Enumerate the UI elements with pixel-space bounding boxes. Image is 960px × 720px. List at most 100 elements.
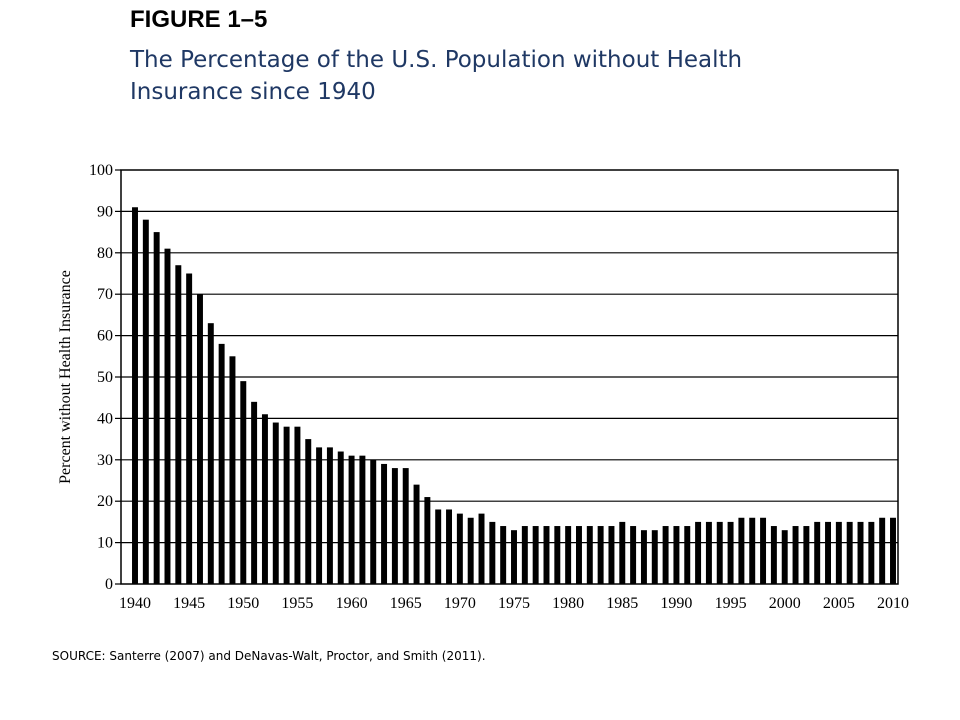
bar-1987: [640, 530, 647, 584]
bar-2005: [835, 521, 842, 584]
x-tick-label: 1975: [498, 595, 530, 612]
bar-1944: [175, 265, 182, 584]
bar-1979: [554, 526, 561, 584]
bar-1953: [272, 422, 279, 584]
bar-2007: [857, 521, 864, 584]
bar-1997: [749, 517, 756, 584]
bar-1993: [705, 521, 712, 584]
bar-1959: [337, 451, 344, 584]
x-tick-label: 2000: [769, 595, 801, 612]
bar-1949: [229, 356, 236, 584]
figure-title: The Percentage of the U.S. Population wi…: [130, 47, 743, 105]
bar-1986: [630, 526, 637, 584]
y-tick-label: 30: [97, 452, 113, 469]
bar-1973: [489, 521, 496, 584]
bar-1942: [153, 232, 160, 584]
bar-1947: [207, 323, 214, 584]
bar-1990: [673, 526, 680, 584]
bar-1957: [316, 447, 323, 584]
bar-1956: [305, 439, 312, 584]
y-tick-label: 60: [97, 328, 113, 345]
gridlines: [121, 210, 898, 544]
bar-1965: [402, 468, 409, 584]
bar-2006: [846, 521, 853, 584]
x-tick-label: 1945: [173, 595, 205, 612]
x-tick-label: 1955: [281, 595, 313, 612]
bar-1977: [532, 526, 539, 584]
bar-1980: [565, 526, 572, 584]
bar-1991: [684, 526, 691, 584]
bar-1966: [413, 484, 420, 584]
y-tick-label: 50: [97, 369, 113, 386]
y-tick-label: 70: [97, 286, 113, 303]
bar-2001: [792, 526, 799, 584]
bar-1996: [738, 517, 745, 584]
bar-1967: [424, 497, 431, 584]
bar-1974: [500, 526, 507, 584]
bar-1943: [164, 248, 171, 584]
x-tick-label: 1960: [336, 595, 368, 612]
y-tick-label: 80: [97, 245, 113, 262]
x-tick-label: 1980: [552, 595, 584, 612]
bar-2003: [814, 521, 821, 584]
x-axis-ticks: 1940 1945 1950 1955 1960 1965 1970 1975 1980 1985…: [119, 595, 909, 612]
bar-1975: [511, 530, 517, 584]
bar-1960: [348, 455, 355, 584]
x-tick-label: 1995: [715, 595, 747, 612]
bar-2010: [890, 517, 896, 584]
bar-1970: [456, 513, 463, 584]
bar-1964: [391, 468, 398, 584]
bar-1945: [186, 273, 193, 584]
bar-1954: [283, 426, 290, 584]
bar-2002: [803, 526, 810, 584]
bars: [132, 207, 896, 584]
x-tick-label: 1985: [606, 595, 638, 612]
bar-1941: [142, 219, 149, 584]
bar-1948: [218, 343, 225, 584]
y-tick-label: 90: [97, 203, 113, 220]
figure-label: FIGURE 1–5: [130, 6, 268, 33]
bar-1988: [651, 530, 658, 584]
y-axis-label: Percent without Health Insurance: [57, 270, 74, 484]
bar-2000: [781, 530, 788, 584]
bar-1984: [608, 526, 615, 584]
bar-1998: [760, 517, 767, 584]
bar-1950: [240, 381, 247, 584]
bar-1968: [435, 509, 442, 584]
y-axis-ticks: 0 10 20 30 40 50 60 70 80 90 100: [89, 162, 121, 593]
bar-1985: [619, 521, 626, 584]
bar-1978: [543, 526, 550, 584]
bar-1969: [446, 509, 453, 584]
bar-1992: [695, 521, 702, 584]
bar-1971: [467, 517, 474, 584]
y-tick-label: 40: [97, 410, 113, 427]
x-tick-label: 1940: [119, 595, 151, 612]
bar-1951: [251, 401, 258, 584]
bar-1952: [261, 414, 268, 584]
bar-1989: [662, 526, 669, 584]
bar-1999: [770, 526, 777, 584]
bar-2009: [879, 517, 886, 584]
bar-1983: [597, 526, 604, 584]
y-tick-label: 10: [97, 535, 113, 552]
bar-1962: [370, 459, 377, 584]
x-tick-label: 1965: [390, 595, 422, 612]
bar-2004: [825, 521, 832, 584]
x-tick-label: 1970: [444, 595, 476, 612]
bar-1958: [326, 447, 333, 584]
source-note: SOURCE: Santerre (2007) and DeNavas-Walt…: [52, 649, 486, 663]
bar-1994: [716, 521, 723, 584]
bar-1961: [359, 455, 366, 584]
bar-1981: [575, 526, 582, 584]
bar-2008: [868, 521, 875, 584]
x-tick-label: 2005: [823, 595, 855, 612]
x-tick-label: 1950: [227, 595, 259, 612]
y-tick-label: 20: [97, 493, 113, 510]
bar-1946: [196, 294, 203, 584]
y-tick-label: 0: [105, 576, 113, 593]
bar-1955: [294, 426, 301, 584]
y-tick-label: 100: [89, 162, 113, 179]
x-tick-label: 2010: [877, 595, 909, 612]
bar-1963: [381, 463, 388, 584]
